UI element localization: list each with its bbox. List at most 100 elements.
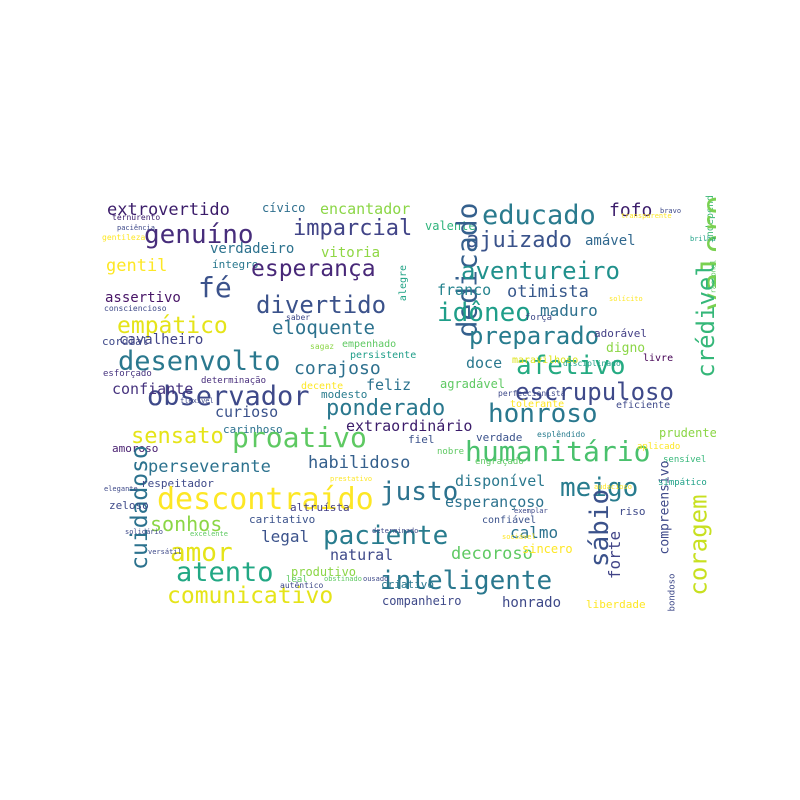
word-empatico: empático: [117, 313, 228, 339]
word-versatil: versátil: [148, 548, 182, 556]
word-decoroso: decoroso: [451, 544, 533, 564]
word-escrupuloso: escrupuloso: [515, 378, 674, 406]
word-nobre: nobre: [437, 447, 465, 457]
word-modesto: modesto: [321, 388, 368, 401]
word-eficiente: eficiente: [616, 400, 671, 411]
word-civico: cívico: [262, 201, 306, 215]
word-encantador: encantador: [320, 200, 411, 218]
word-agradavel: agradável: [440, 377, 506, 391]
word-honrado: honrado: [502, 595, 562, 611]
word-adoravel: adorável: [594, 327, 647, 340]
word-sincero: sincero: [522, 542, 573, 556]
word-determinacao: determinação: [201, 376, 267, 386]
word-cordial: cordial: [102, 335, 149, 348]
word-desenvolto: desenvolto: [118, 346, 281, 377]
word-ousado: ousado: [363, 575, 389, 583]
word-esperancoso: esperançoso: [445, 493, 545, 511]
word-excelente: excelente: [190, 530, 228, 538]
word-sociavel: sociável: [502, 533, 536, 541]
word-corajoso: corajoso: [294, 358, 381, 379]
word-otimista: otimista: [507, 282, 589, 302]
word-descontraido: descontraído: [157, 482, 374, 517]
word-criativo: criativo: [381, 578, 434, 591]
word-paciencia: paciência: [117, 224, 155, 232]
word-natural: natural: [330, 546, 394, 564]
word-observador: observador: [147, 381, 310, 412]
word-persistente: persistente: [350, 350, 417, 361]
word-confiante: confiante: [112, 380, 194, 398]
word-solicito: solícito: [609, 295, 643, 303]
word-racional: racional: [709, 259, 716, 294]
word-sonhos: sonhos: [150, 512, 223, 536]
word-meigo: meigo: [560, 473, 639, 503]
word-ternurento: ternurento: [112, 213, 161, 222]
word-caritativo: caritativo: [249, 513, 316, 526]
word-altruista: altruísta: [290, 501, 350, 514]
word-vitoria: vitoria: [321, 245, 381, 261]
word-flexivel: flexível: [180, 397, 214, 405]
word-solidario: solidário: [125, 528, 163, 536]
word-engracado: engraçado: [475, 457, 524, 467]
word-audacioso: audacioso: [594, 483, 632, 491]
word-coragem: coragem: [684, 494, 713, 596]
word-justo: justo: [380, 477, 459, 507]
word-gentileza: gentileza: [102, 233, 146, 242]
word-consciencioso: consciencioso: [104, 304, 167, 313]
word-fe: fé: [198, 271, 232, 304]
word-prestativo: prestativo: [330, 475, 373, 483]
word-tolerante: tolerante: [510, 399, 565, 410]
word-sagaz: sagaz: [310, 342, 335, 351]
word-aventureiro: aventureiro: [461, 257, 620, 285]
word-preparado: preparado: [469, 322, 600, 350]
word-fofo: fofo: [609, 200, 653, 221]
word-carinhoso: carinhoso: [223, 423, 283, 436]
word-esforcado: esforçado: [103, 369, 152, 379]
word-gentil: gentil: [106, 256, 168, 276]
word-perseverante: perseverante: [148, 457, 271, 477]
word-disciplinado: disciplinado: [563, 359, 621, 368]
word-maravilhoso: maravilhoso: [512, 355, 579, 366]
word-forca: força: [525, 313, 553, 323]
word-feliz: feliz: [366, 376, 412, 394]
word-obstinado: obstinado: [324, 575, 362, 583]
word-habilidoso: habilidoso: [308, 453, 411, 473]
word-saber: saber: [286, 313, 311, 322]
word-extrovertido: extrovertido: [107, 200, 230, 220]
word-integro: íntegro: [212, 258, 259, 271]
word-bravo: bravo: [660, 207, 682, 215]
word-cloud: extrovertido cívico encantador educado fofo i…: [100, 196, 716, 614]
word-amavel: amável: [585, 233, 636, 249]
word-humanitario: humanitário: [465, 435, 651, 468]
word-amor: amor: [170, 538, 233, 568]
word-decente: decente: [301, 381, 344, 392]
word-proativo: proativo: [232, 421, 367, 454]
word-confiavel: confiável: [482, 515, 537, 526]
word-bondoso: bondoso: [667, 573, 678, 612]
word-simpatico: simpático: [658, 478, 707, 488]
word-inteligente: inteligente: [380, 566, 553, 596]
word-companheiro: companheiro: [382, 594, 462, 608]
word-legal: legal: [261, 527, 310, 546]
word-determinado: determinado: [372, 527, 419, 535]
word-amoroso: amoroso: [112, 442, 159, 455]
word-brilhante: brilhante: [690, 235, 716, 243]
word-alegre: alegre: [398, 264, 410, 302]
word-sensato: sensato: [131, 424, 224, 449]
word-atento: atento: [176, 557, 274, 588]
word-imparcial: imparcial: [293, 216, 413, 241]
word-forte: forte: [605, 530, 625, 580]
word-autentico: autêntico: [280, 581, 324, 590]
word-comunicativo: comunicativo: [167, 583, 334, 609]
word-doce: doce: [466, 354, 503, 372]
word-paciente: paciente: [323, 521, 449, 551]
word-calmo: calmo: [510, 523, 559, 542]
word-produtivo: produtivo: [291, 565, 357, 579]
word-verdade: verdade: [476, 431, 523, 444]
word-genuino: genuíno: [144, 220, 254, 250]
word-elegante: elegante: [104, 485, 138, 493]
word-ajuizado: ajuizado: [466, 228, 572, 253]
word-respeitador: respeitador: [141, 477, 214, 490]
word-riso: riso: [619, 505, 646, 518]
word-sensivel: sensível: [663, 455, 707, 465]
word-digno: digno: [606, 341, 646, 356]
